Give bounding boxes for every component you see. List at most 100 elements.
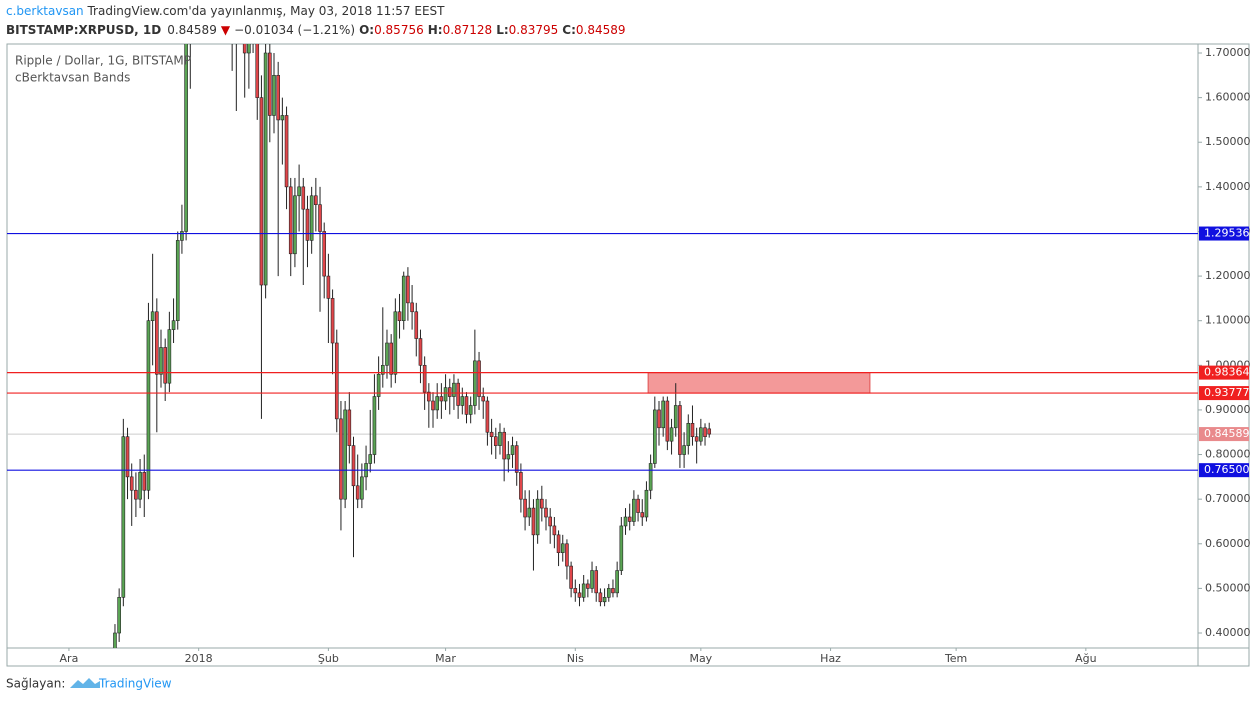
candle-body (268, 52, 272, 116)
candle-body (653, 409, 657, 464)
candle-body (180, 231, 184, 241)
l-label: L: (496, 23, 508, 37)
candle-body (134, 489, 138, 500)
y-tick-label: 1.70000 (1205, 46, 1251, 59)
y-tick-label: 1.10000 (1205, 314, 1251, 327)
candle-body (703, 427, 707, 438)
level-label: 0.76500 (1204, 463, 1250, 476)
candle-body (477, 360, 481, 397)
candle-body (297, 186, 301, 197)
candle-body (138, 472, 142, 500)
candle-body (686, 423, 691, 446)
candle-body (606, 588, 611, 598)
candle-body (586, 583, 590, 589)
candle-body (360, 476, 364, 500)
y-tick-label: 1.20000 (1205, 269, 1251, 282)
last-value: 0.84589 (167, 23, 217, 37)
c-value: 0.84589 (576, 23, 626, 37)
y-tick-label: 1.60000 (1205, 91, 1251, 104)
candle-body (401, 275, 406, 322)
y-tick-label: 1.40000 (1205, 180, 1251, 193)
level-label: 1.29536 (1204, 227, 1250, 240)
candle-body (284, 115, 289, 188)
candle-body (263, 52, 268, 286)
y-tick-label: 0.80000 (1205, 448, 1251, 461)
candle-body (632, 498, 636, 522)
candle-body (473, 360, 477, 406)
candle-body (569, 565, 573, 589)
candle-body (150, 311, 155, 322)
candle-body (523, 498, 527, 518)
candle-body (397, 311, 402, 322)
candle-body (464, 396, 469, 415)
candle-body (422, 365, 427, 393)
candle-body (301, 186, 306, 210)
candle-body (485, 400, 490, 433)
candle-body (318, 204, 322, 232)
c-label: C: (562, 23, 576, 37)
footer-brand[interactable]: TradingView (98, 677, 172, 691)
candle-body (519, 472, 523, 500)
y-tick-label: 0.50000 (1205, 581, 1251, 594)
candle-body (435, 396, 439, 411)
candle-body (389, 342, 393, 375)
level-label-box (1199, 226, 1249, 241)
candle-body (498, 431, 502, 446)
frame (6, 43, 1250, 667)
o-label: O: (359, 23, 374, 37)
candle-body (669, 427, 674, 442)
candle-body (560, 543, 565, 554)
x-tick-label: Haz (820, 652, 841, 665)
candle-body (155, 311, 159, 375)
candle-body (468, 405, 473, 415)
last-price-label: 0.84589 (1204, 427, 1250, 440)
candle-body (343, 409, 347, 500)
candle-body (322, 231, 327, 277)
candle-body (506, 454, 511, 460)
last-price-box (1199, 427, 1249, 442)
h-label: H: (428, 23, 443, 37)
legend-title: Ripple / Dollar, 1G, BITSTAMP (15, 54, 191, 68)
candle-body (293, 195, 297, 255)
candle-body (393, 311, 398, 375)
level-label: 0.93777 (1204, 386, 1250, 399)
candle-body (627, 516, 632, 522)
published: TradingView.com'da yayınlanmış, May 03, … (84, 4, 445, 18)
candle-body (481, 396, 486, 402)
candle-body (623, 516, 628, 527)
header-line: c.berktavsan TradingView.com'da yayınlan… (6, 4, 445, 18)
candle-body (410, 302, 414, 313)
candle-body (510, 445, 515, 455)
candle-body (447, 387, 452, 397)
candle-body (272, 75, 276, 116)
candle-body (347, 409, 352, 446)
candle-body (121, 436, 126, 598)
candle-body (247, 44, 251, 54)
candle-body (443, 387, 448, 402)
candle-body (276, 75, 280, 121)
candle-body (259, 97, 264, 286)
plot (7, 44, 1198, 648)
candle-body (355, 485, 360, 500)
candle-body (590, 570, 594, 589)
symbol-line: BITSTAMP:XRPUSD, 1D 0.84589 ▼ −0.01034 (−1.… (6, 23, 626, 37)
x-tick-label: Tem (944, 652, 967, 665)
candle-body (531, 507, 536, 536)
candle-body (707, 428, 712, 435)
candle-body (427, 391, 431, 402)
level-label: 0.98364 (1204, 366, 1250, 379)
candle-body (657, 409, 661, 429)
candle-body (334, 342, 339, 420)
candle-body (552, 525, 557, 536)
candle-body (280, 115, 285, 121)
candle-body (544, 507, 548, 518)
candle-body (309, 195, 314, 241)
candle-body (439, 396, 444, 402)
candle-body (171, 320, 176, 330)
author[interactable]: c.berktavsan (6, 4, 84, 18)
candle-body (678, 405, 682, 455)
candle-body (129, 476, 134, 491)
candle-body (142, 472, 147, 491)
candle-body (514, 445, 519, 473)
